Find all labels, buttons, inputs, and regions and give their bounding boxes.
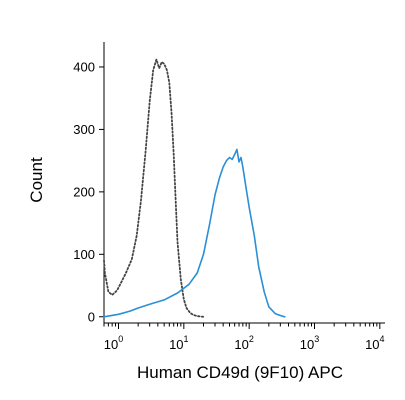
- x-tick-label: 102: [234, 334, 253, 352]
- x-tick-label: 103: [300, 334, 319, 352]
- x-tick-label: 101: [169, 334, 188, 352]
- series-layer: [103, 58, 286, 318]
- y-axis-title: Count: [27, 157, 46, 203]
- y-tick-label: 100: [73, 247, 95, 262]
- x-tick-label: 100: [104, 334, 123, 352]
- control-histogram-line: [103, 58, 205, 318]
- plot-frame: [103, 42, 385, 324]
- y-tick-label: 0: [88, 309, 95, 324]
- y-tick-label: 400: [73, 59, 95, 74]
- y-tick-label: 200: [73, 184, 95, 199]
- y-tick-label: 300: [73, 122, 95, 137]
- x-axis-title: Human CD49d (9F10) APC: [137, 363, 343, 382]
- stained-histogram-line: [103, 148, 286, 318]
- x-axis: 100 101 102 103 104: [103, 323, 385, 352]
- x-tick-label: 104: [365, 334, 384, 352]
- y-axis: 0 100 200 300 400: [73, 59, 104, 324]
